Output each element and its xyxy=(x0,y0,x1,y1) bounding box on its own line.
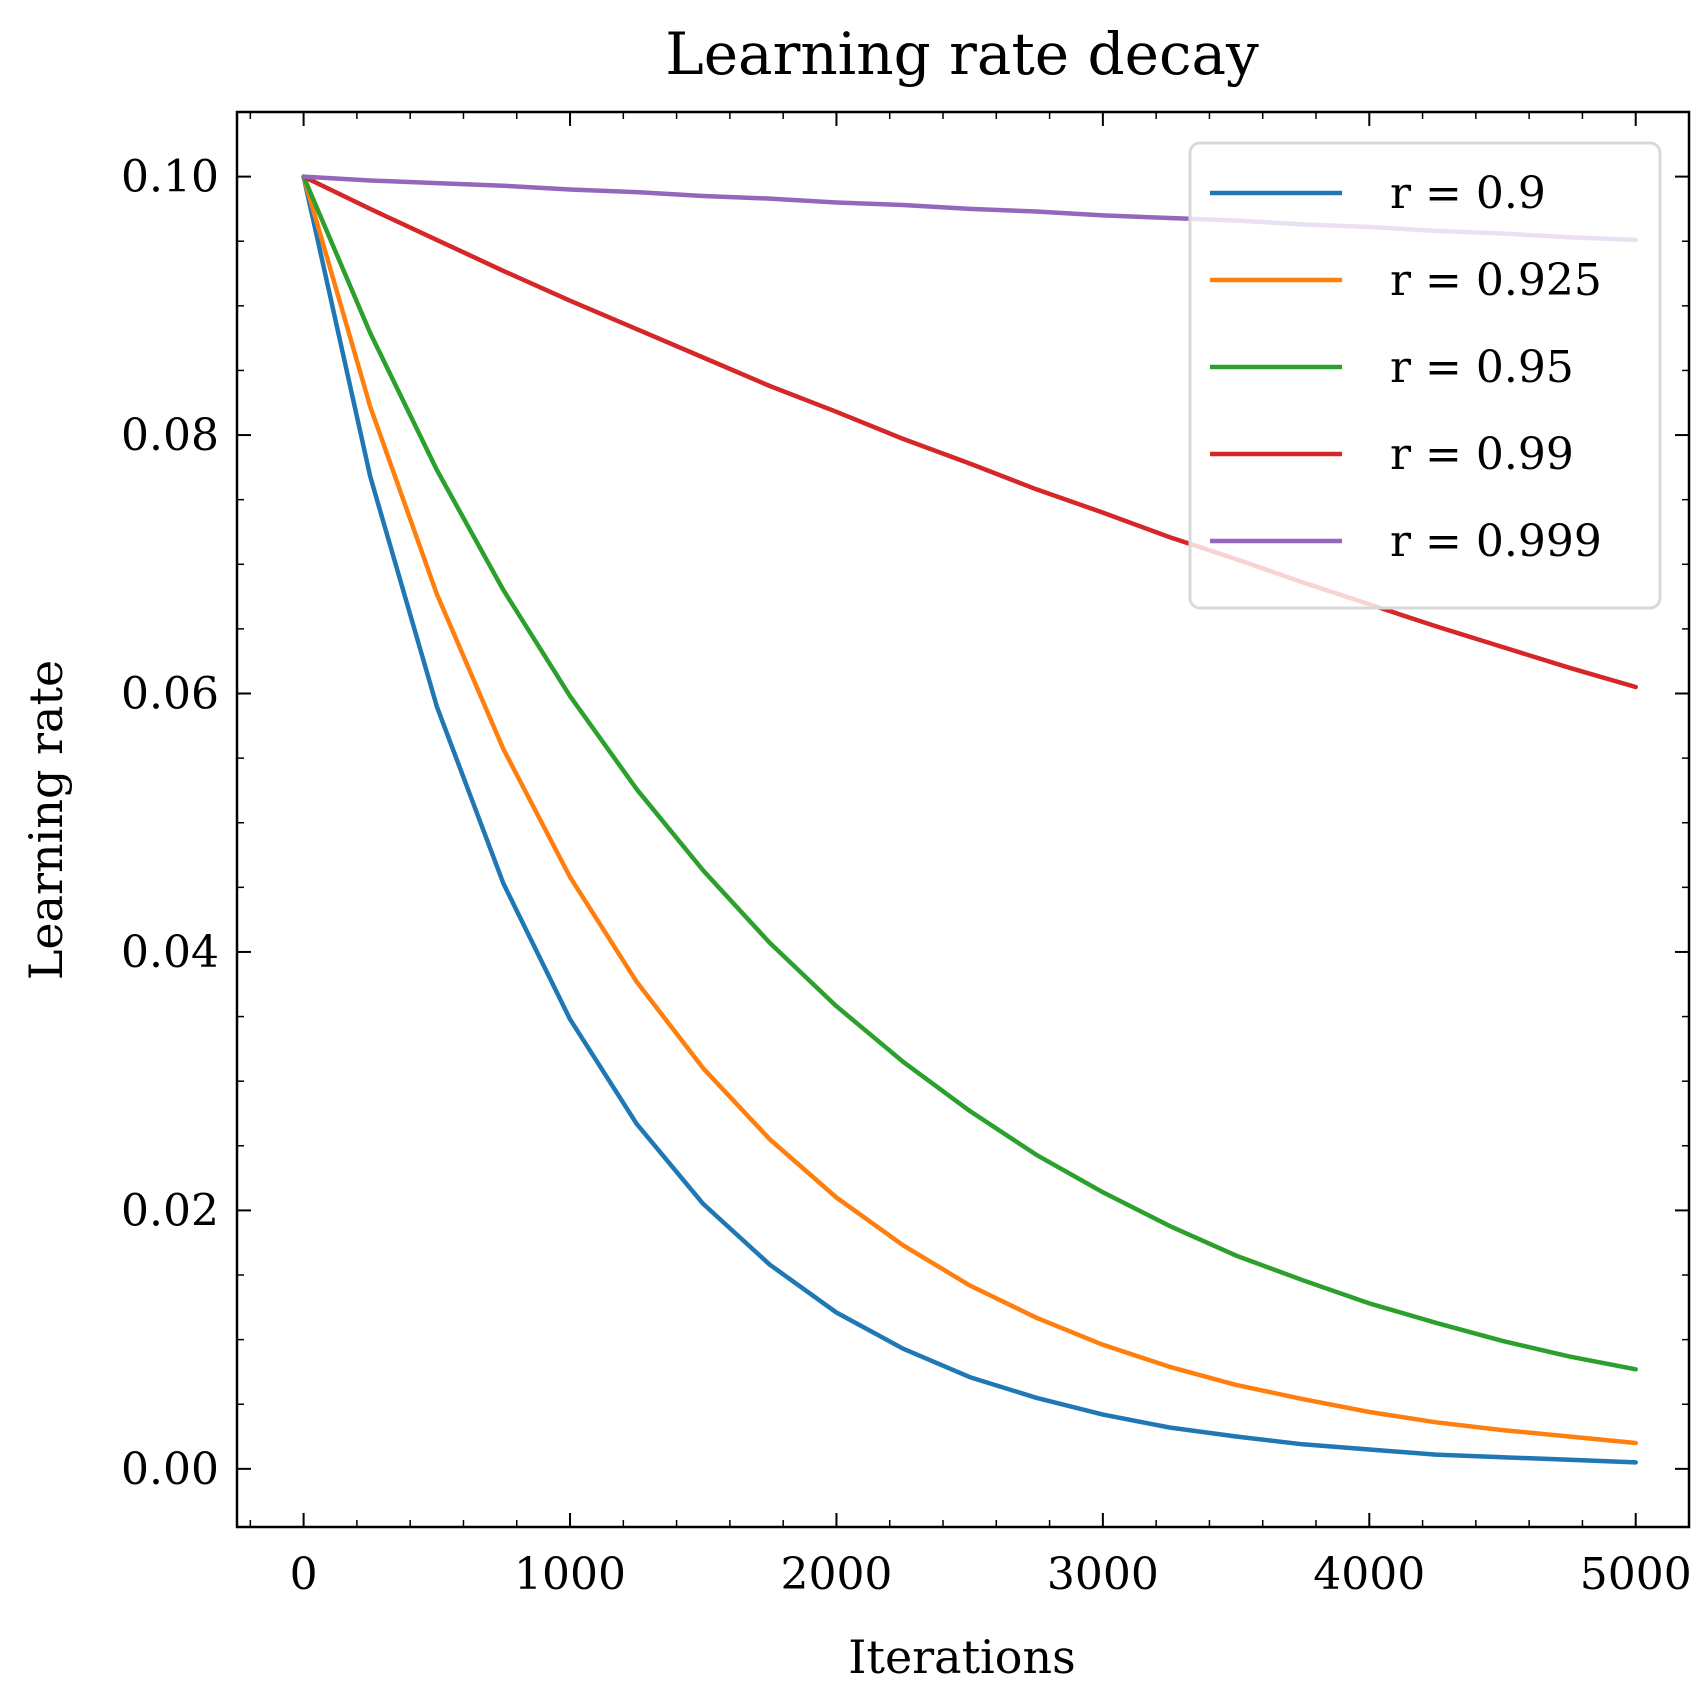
series-line-0 xyxy=(301,174,1638,1465)
y-tick-label: 0.08 xyxy=(121,410,219,461)
legend-label-3: r = 0.99 xyxy=(1390,429,1574,480)
series-line-2 xyxy=(301,174,1638,1372)
x-tick-label: 1000 xyxy=(514,1549,626,1600)
legend-label-2: r = 0.95 xyxy=(1390,342,1574,393)
x-tick-label: 3000 xyxy=(1047,1549,1159,1600)
x-axis-label: Iterations xyxy=(848,1630,1075,1684)
legend-label-1: r = 0.925 xyxy=(1390,255,1602,306)
y-tick-label: 0.02 xyxy=(121,1185,219,1236)
axis-tick-labels: 0 1000 2000 3000 4000 5000 0.00 0.02 0.04 0.06 0.0… xyxy=(121,152,1692,1600)
chart-title: Learning rate decay xyxy=(665,20,1259,88)
plot-frame xyxy=(235,110,1691,1529)
series-line-3 xyxy=(301,174,1638,690)
legend-box xyxy=(1188,141,1662,610)
x-tick-label: 2000 xyxy=(780,1549,892,1600)
axis-ticks xyxy=(237,111,1690,1527)
legend: r = 0.9 r = 0.925 r = 0.95 r = 0.99 r = 0.99… xyxy=(1188,141,1662,610)
y-tick-label: 0.06 xyxy=(121,669,219,720)
x-tick-label: 0 xyxy=(290,1549,318,1600)
y-tick-label: 0.00 xyxy=(121,1444,219,1495)
y-tick-label: 0.04 xyxy=(121,927,219,978)
legend-label-4: r = 0.999 xyxy=(1390,516,1602,567)
x-tick-label: 4000 xyxy=(1313,1549,1425,1600)
legend-label-0: r = 0.9 xyxy=(1390,168,1546,219)
series-line-1 xyxy=(301,174,1638,1446)
y-tick-label: 0.10 xyxy=(121,152,219,203)
x-tick-label: 5000 xyxy=(1580,1549,1692,1600)
y-axis-label: Learning rate xyxy=(19,660,73,980)
